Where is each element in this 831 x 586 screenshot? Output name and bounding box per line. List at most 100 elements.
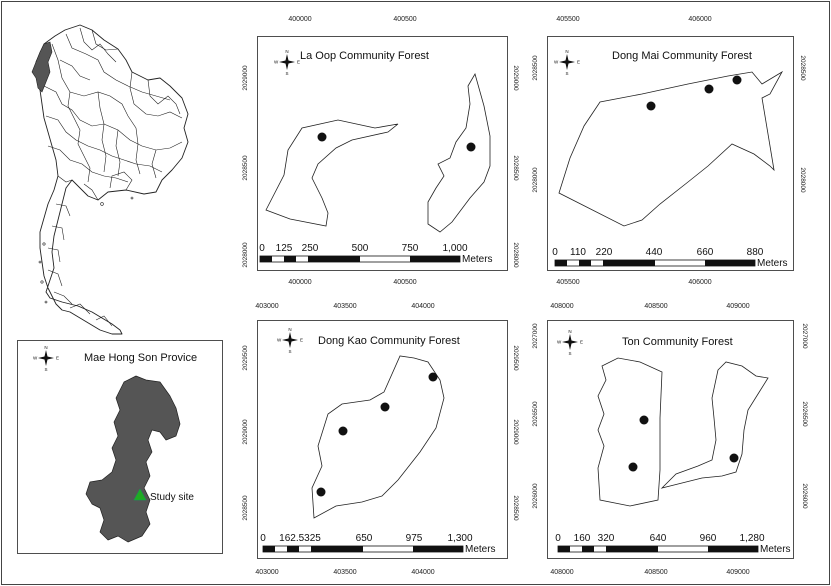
compass-s-label: S	[565, 71, 568, 76]
scale-bar-label: 640	[650, 533, 667, 544]
compass-s-label: S	[288, 349, 291, 354]
top-tick-label: 400500	[393, 16, 416, 23]
compass-rose-icon: N S E W	[33, 345, 59, 372]
top-tick-label: 404000	[411, 303, 434, 310]
compass-e-label: E	[580, 340, 583, 345]
bottom-tick-label: 404000	[411, 569, 434, 576]
province-inset-title: Mae Hong Son Provice	[84, 352, 197, 364]
thailand-overview-map	[31, 24, 189, 335]
study-site-marker	[133, 488, 147, 501]
top-tick-label: 403500	[333, 303, 356, 310]
right-tick-label: 2026000	[801, 483, 808, 509]
scale-bar: 0 110 220 440 660 880 Meters	[552, 247, 787, 269]
scale-bar-label: 125	[276, 243, 293, 254]
compass-w-label: W	[557, 340, 562, 345]
map-frame	[547, 320, 794, 559]
top-tick-label: 400000	[288, 16, 311, 23]
bottom-tick-label: 405500	[556, 279, 579, 286]
scale-bar-label: 250	[302, 243, 319, 254]
mae-hong-son-province-shape	[85, 375, 181, 543]
map-title: Dong Kao Community Forest	[318, 335, 460, 347]
top-tick-label: 408000	[550, 303, 573, 310]
scale-bar-label: 750	[402, 243, 419, 254]
scale-bar-label: 440	[646, 247, 663, 258]
islands	[38, 196, 134, 304]
scale-bar-label: 0	[259, 243, 265, 254]
compass-n-label: N	[288, 327, 291, 332]
compass-s-label: S	[568, 351, 571, 356]
compass-s-label: S	[285, 71, 288, 76]
province-boundaries	[43, 27, 183, 327]
sample-plot-marker	[428, 372, 438, 382]
forest-boundary	[427, 72, 491, 233]
compass-rose-icon: N S E W	[277, 327, 303, 354]
top-tick-label: 409000	[726, 303, 749, 310]
left-tick-label: 2026000	[532, 483, 539, 509]
left-tick-label: 2029000	[242, 419, 249, 445]
top-tick-label: 406000	[688, 16, 711, 23]
map-ton: 408000 408500 409000 408000 408500 40900…	[532, 303, 808, 576]
map-la-oop: 400000 400500 400000 400500 2029000 2028…	[242, 16, 519, 286]
right-tick-label: 2028000	[799, 167, 806, 193]
forest-boundary	[311, 355, 445, 519]
right-tick-label: 2028500	[512, 495, 519, 521]
compass-n-label: N	[568, 329, 571, 334]
forest-boundary	[558, 70, 784, 227]
right-tick-label: 2029000	[512, 419, 519, 445]
left-tick-label: 2028000	[532, 167, 539, 193]
left-tick-label: 2028500	[242, 495, 249, 521]
map-frame	[257, 320, 508, 559]
scale-bar: 0 125 250 500 750 1,000 Meters	[259, 243, 492, 265]
left-tick-label: 2028500	[242, 155, 249, 181]
sample-plot-marker	[639, 415, 649, 425]
compass-n-label: N	[44, 345, 47, 350]
study-site-label: Study site	[150, 492, 194, 503]
top-tick-label: 403000	[255, 303, 278, 310]
left-tick-label: 2029000	[242, 65, 249, 91]
sample-plot-marker	[338, 426, 348, 436]
right-tick-label: 2029500	[512, 345, 519, 371]
compass-w-label: W	[274, 60, 279, 65]
map-title: Dong Mai Community Forest	[612, 50, 752, 62]
scale-bar-label: 880	[747, 247, 764, 258]
scale-bar-label: 1,300	[447, 533, 472, 544]
right-tick-label: 2029000	[512, 65, 519, 91]
forest-boundary	[265, 119, 399, 227]
compass-rose-icon: N S E W	[557, 329, 583, 356]
right-tick-label: 2028500	[512, 155, 519, 181]
compass-e-label: E	[297, 60, 300, 65]
sample-plot-marker	[380, 402, 390, 412]
left-tick-label: 2028000	[242, 242, 249, 268]
scale-bar-label: 220	[596, 247, 613, 258]
sample-plot-marker	[317, 132, 327, 142]
right-tick-label: 2026500	[801, 401, 808, 427]
left-tick-label: 2029500	[242, 345, 249, 371]
bottom-tick-label: 400000	[288, 279, 311, 286]
bottom-tick-label: 403000	[255, 569, 278, 576]
left-tick-label: 2028500	[532, 55, 539, 81]
scale-bar-label: 160	[574, 533, 591, 544]
sample-plot-marker	[732, 75, 742, 85]
scale-bar-label: 650	[356, 533, 373, 544]
map-title: La Oop Community Forest	[300, 50, 429, 62]
scale-bar-label: 162.5325	[279, 533, 321, 544]
sample-plot-marker	[628, 462, 638, 472]
top-tick-label: 405500	[556, 16, 579, 23]
compass-e-label: E	[577, 60, 580, 65]
scale-bar-label: 1,000	[442, 243, 467, 254]
compass-e-label: E	[56, 356, 59, 361]
map-dong-kao: 403000 403500 404000 403000 403500 40400…	[242, 303, 519, 576]
scale-bar: 0 162.5325 650 975 1,300 Meters	[260, 533, 495, 555]
map-frame	[547, 36, 794, 271]
left-tick-label: 2026500	[532, 401, 539, 427]
scale-bar-label: 0	[555, 533, 561, 544]
scale-bar: 0 160 320 640 960 1,280 Meters	[555, 533, 790, 555]
map-frame	[257, 36, 508, 271]
scale-bar-label: 0	[260, 533, 266, 544]
right-tick-label: 2028000	[512, 242, 519, 268]
compass-rose-icon: N S E W	[554, 49, 580, 76]
top-tick-label: 408500	[644, 303, 667, 310]
